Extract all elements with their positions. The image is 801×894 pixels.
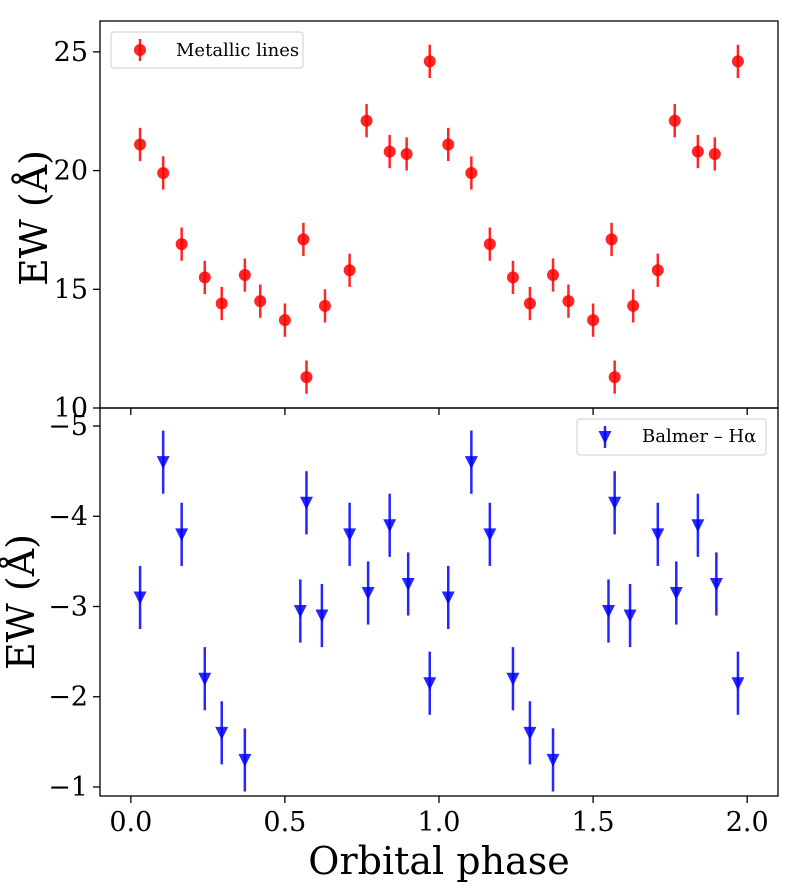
bottom-panel-frame [99,407,779,797]
top-data-point [668,114,681,127]
bottom-data-point [383,519,397,533]
top-data-point [400,147,413,160]
top-legend-marker-icon [134,44,146,56]
top-data-point [547,269,560,282]
top-data-point [238,269,251,282]
bottom-data-point [293,605,307,619]
top-data-point [562,295,575,308]
bottom-data-point [602,605,615,619]
top-y-tick-label: 20 [54,156,88,187]
top-data-point [605,233,618,246]
bottom-data-point [198,672,212,686]
top-data-point [300,371,313,384]
top-data-point [360,114,373,127]
bottom-legend: Balmer – Hα [576,418,767,456]
bottom-x-tick-label: 2.0 [726,807,769,838]
top-data-point [651,264,664,277]
top-data-point [278,314,291,327]
bottom-data-point [441,591,455,605]
top-data-point [465,166,478,179]
bottom-data-point [401,577,415,591]
bottom-legend-frame [576,418,767,456]
bottom-data-point [623,609,637,623]
top-data-point [175,238,188,251]
top-y-tick-label: 25 [54,37,88,68]
bottom-data-point [156,456,170,470]
top-data-point [442,138,455,151]
bottom-legend-marker-icon [598,431,612,444]
top-data-point [731,55,744,68]
top-panel: 10 15 20 25 [54,37,748,424]
top-data-point [215,297,228,310]
bottom-data-point [315,609,329,623]
bottom-data-point [215,726,229,740]
top-data-point [627,299,640,312]
bottom-legend-label: Balmer – Hα [642,426,756,447]
bottom-data-point [731,677,745,691]
bottom-data-point [523,726,537,740]
bottom-x-tick-label: 0.0 [109,807,152,838]
top-data-point [587,314,600,327]
top-data-point [383,145,396,158]
top-data-point [483,238,496,251]
bottom-y-tick-label: −4 [48,501,88,532]
bottom-data-point [175,528,189,542]
x-axis-title: Orbital phase [308,839,569,883]
bottom-x-tick-label: 1.5 [572,807,615,838]
bottom-data-point [423,677,437,691]
top-y-tick-label: 15 [54,274,88,305]
top-data-point [423,55,436,68]
bottom-y-tick-label: −1 [48,772,88,803]
top-data-point [708,147,721,160]
bottom-y-axis-title: EW (Å) [0,534,43,670]
top-legend: Metallic lines [110,31,304,69]
bottom-data-point [464,456,478,470]
top-data-point [254,295,267,308]
bottom-data-point [546,753,560,767]
bottom-x-tick-label: 1.0 [418,807,461,838]
top-data-point [318,299,331,312]
bottom-data-point [361,586,375,600]
bottom-data-point [691,519,705,533]
bottom-panel: −1 −2 −3 −4 −5 0.0 0.5 1.0 1.5 2.0 [48,411,768,838]
bottom-x-tick-label: 0.5 [263,807,306,838]
bottom-data-point [483,528,497,542]
bottom-data-point [608,496,622,510]
bottom-data-point [238,753,252,767]
bottom-data-point [669,586,683,600]
bottom-data-point [709,577,723,591]
top-data-point [506,271,519,284]
bottom-data-point [651,528,665,542]
top-data-point [297,233,310,246]
top-data-point [691,145,704,158]
top-y-axis-title: EW (Å) [12,150,56,286]
top-y-tick-label: 10 [54,393,88,424]
top-data-point [134,138,147,151]
bottom-data-point [506,672,520,686]
bottom-data-point [299,496,313,510]
top-data-point [198,271,211,284]
top-data-point [523,297,536,310]
top-legend-frame [110,31,304,69]
top-legend-label: Metallic lines [176,40,299,61]
bottom-data-point [343,528,357,542]
top-data-point [343,264,356,277]
bottom-data-point [133,591,147,605]
top-data-point [608,371,621,384]
bottom-y-tick-label: −5 [48,411,88,442]
bottom-y-tick-label: −3 [48,592,88,623]
top-data-point [157,166,170,179]
bottom-y-tick-label: −2 [48,682,88,713]
